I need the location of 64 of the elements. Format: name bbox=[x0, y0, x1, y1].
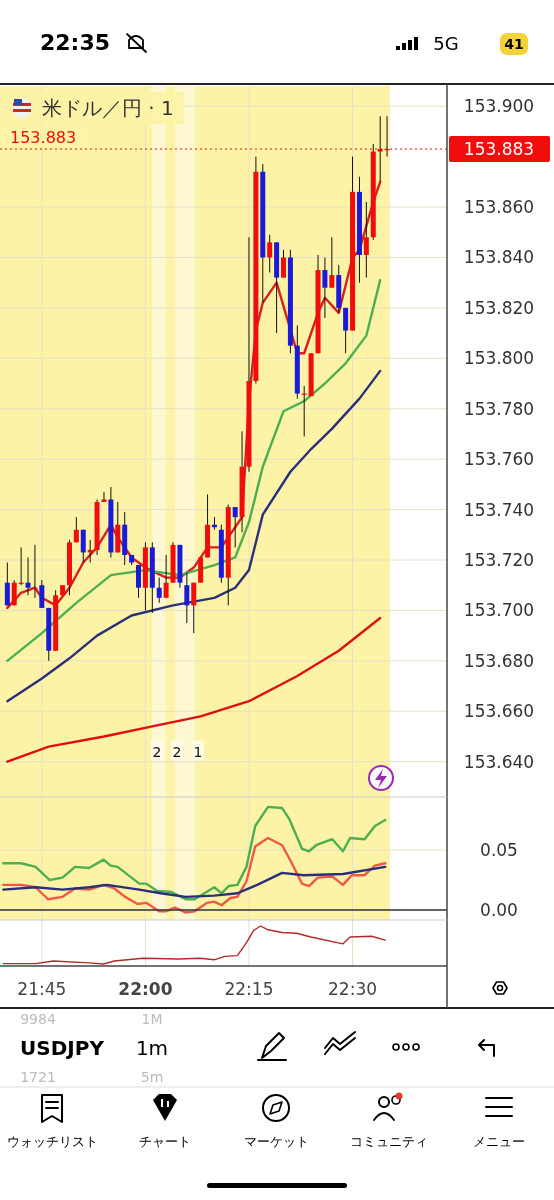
text: 1M bbox=[141, 1011, 163, 1027]
x-tick-label: 22:00 bbox=[118, 979, 173, 999]
candlestick bbox=[184, 572, 190, 624]
text: USDJPY bbox=[20, 1036, 105, 1060]
y-tick-label: 153.780 bbox=[463, 398, 535, 419]
text: 9984 bbox=[20, 1011, 56, 1027]
line-series bbox=[2, 865, 387, 899]
candlestick bbox=[232, 506, 238, 548]
text: 1721 bbox=[20, 1069, 56, 1085]
y-tick-label: 153.720 bbox=[463, 550, 535, 570]
text: コミュニティ bbox=[350, 1134, 428, 1149]
line-series bbox=[6, 616, 382, 763]
y-tick-label: 153.740 bbox=[463, 499, 535, 520]
candlestick bbox=[80, 529, 86, 564]
y-tick-label: 153.900 bbox=[463, 96, 535, 117]
candlestick bbox=[39, 579, 45, 609]
candlestick bbox=[280, 249, 286, 279]
candlestick bbox=[135, 564, 141, 599]
y-tick-label: 153.860 bbox=[463, 197, 535, 218]
candlestick bbox=[25, 556, 31, 596]
annotation: 2 bbox=[152, 743, 162, 760]
line-series bbox=[6, 369, 382, 703]
text: 5m bbox=[140, 1069, 164, 1085]
y-tick-label: 0.00 bbox=[480, 900, 518, 921]
annotation: 2 bbox=[172, 743, 182, 760]
y-tick-label: 153.660 bbox=[463, 701, 535, 722]
candlestick bbox=[4, 562, 10, 606]
candlestick bbox=[11, 579, 17, 606]
candlestick bbox=[163, 554, 169, 599]
y-tick-label: 153.760 bbox=[463, 449, 535, 470]
line-series bbox=[2, 805, 387, 901]
text: 41 bbox=[504, 36, 524, 52]
text: チャート bbox=[139, 1134, 191, 1149]
annotation: 1 bbox=[193, 743, 203, 760]
text: 153.883 bbox=[463, 139, 535, 160]
text: メニュー bbox=[473, 1134, 525, 1149]
y-tick-label: 0.05 bbox=[480, 840, 518, 861]
candlestick bbox=[363, 201, 369, 279]
ref-line-label: 153.883 bbox=[10, 128, 77, 148]
candlestick bbox=[322, 256, 328, 319]
y-tick-label: 153.640 bbox=[463, 751, 535, 772]
y-tick-label: 153.820 bbox=[463, 297, 535, 318]
candlestick bbox=[73, 516, 79, 543]
text: マーケット bbox=[243, 1134, 309, 1149]
candlestick bbox=[156, 577, 162, 604]
text: 米ドル／円 · 1 bbox=[42, 96, 174, 120]
text: 1m bbox=[135, 1036, 169, 1060]
y-tick-label: 153.700 bbox=[463, 600, 535, 621]
x-tick-label: 22:15 bbox=[224, 979, 274, 999]
x-tick-label: 21:45 bbox=[17, 979, 67, 999]
text: 22:35 bbox=[39, 30, 111, 55]
text: 5G bbox=[433, 33, 459, 54]
line-series bbox=[2, 836, 387, 914]
x-tick-label: 22:30 bbox=[328, 979, 378, 999]
y-tick-label: 153.800 bbox=[463, 348, 535, 369]
y-tick-label: 153.840 bbox=[463, 247, 535, 268]
y-tick-label: 153.680 bbox=[463, 650, 535, 671]
text: ウォッチリスト bbox=[6, 1134, 98, 1149]
candlestick bbox=[101, 491, 107, 503]
line-series bbox=[6, 278, 382, 663]
candlestick bbox=[267, 234, 273, 274]
candlestick bbox=[329, 236, 335, 289]
candlestick bbox=[343, 307, 349, 354]
candlestick bbox=[191, 582, 197, 634]
